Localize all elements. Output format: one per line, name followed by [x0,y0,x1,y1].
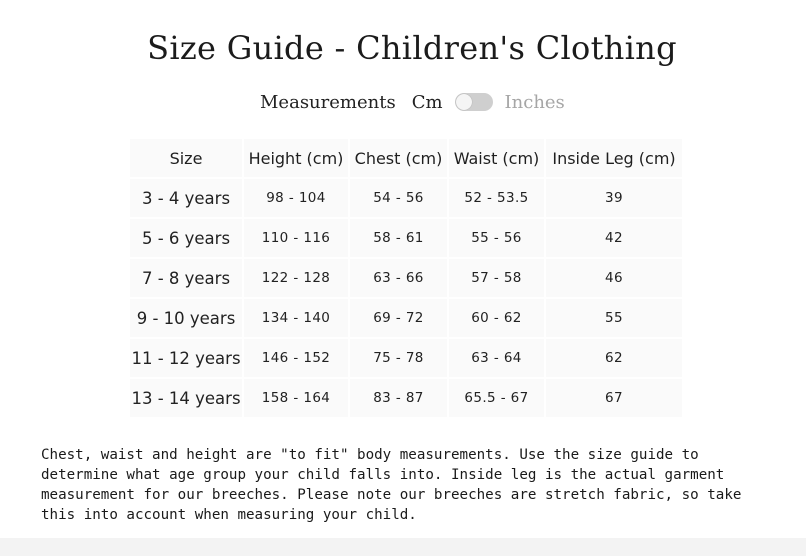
page-title: Size Guide - Children's Clothing [147,29,677,67]
footer-band [0,538,806,556]
cell-inside-leg: 55 [546,299,682,337]
cell-inside-leg: 39 [546,179,682,217]
table-row: 7 - 8 years 122 - 128 63 - 66 57 - 58 46 [130,259,682,297]
table-row: 9 - 10 years 134 - 140 69 - 72 60 - 62 5… [130,299,682,337]
cell-height: 146 - 152 [244,339,348,377]
cell-waist: 63 - 64 [449,339,544,377]
cell-height: 134 - 140 [244,299,348,337]
header-inside-leg: Inside Leg (cm) [546,139,682,177]
cell-size: 3 - 4 years [130,179,242,217]
toggle-knob [455,94,472,110]
cell-chest: 63 - 66 [350,259,447,297]
cell-height: 122 - 128 [244,259,348,297]
table-row: 3 - 4 years 98 - 104 54 - 56 52 - 53.5 3… [130,179,682,217]
cell-inside-leg: 46 [546,259,682,297]
cell-waist: 57 - 58 [449,259,544,297]
cell-chest: 69 - 72 [350,299,447,337]
table-header-row: Size Height (cm) Chest (cm) Waist (cm) I… [130,139,682,177]
cell-inside-leg: 42 [546,219,682,257]
size-guide-note: Chest, waist and height are "to fit" bod… [41,447,742,523]
cell-chest: 58 - 61 [350,219,447,257]
cell-waist: 52 - 53.5 [449,179,544,217]
unit-toggle[interactable] [454,93,493,111]
header-height: Height (cm) [244,139,348,177]
cell-height: 98 - 104 [244,179,348,217]
header-waist: Waist (cm) [449,139,544,177]
cell-inside-leg: 67 [546,379,682,417]
cell-chest: 54 - 56 [350,179,447,217]
header-size: Size [130,139,242,177]
cell-size: 7 - 8 years [130,259,242,297]
cell-size: 9 - 10 years [130,299,242,337]
table-row: 11 - 12 years 146 - 152 75 - 78 63 - 64 … [130,339,682,377]
cell-chest: 75 - 78 [350,339,447,377]
cell-waist: 55 - 56 [449,219,544,257]
cell-inside-leg: 62 [546,339,682,377]
cell-chest: 83 - 87 [350,379,447,417]
measurements-label: Measurements [260,91,396,113]
table-row: 13 - 14 years 158 - 164 83 - 87 65.5 - 6… [130,379,682,417]
unit-switcher: Measurements Cm Inches [260,90,565,114]
cell-size: 5 - 6 years [130,219,242,257]
table-row: 5 - 6 years 110 - 116 58 - 61 55 - 56 42 [130,219,682,257]
cell-size: 11 - 12 years [130,339,242,377]
unit-option-cm[interactable]: Cm [411,91,443,113]
header-chest: Chest (cm) [350,139,447,177]
unit-option-inches[interactable]: Inches [504,91,565,113]
cell-waist: 60 - 62 [449,299,544,337]
cell-height: 158 - 164 [244,379,348,417]
cell-waist: 65.5 - 67 [449,379,544,417]
size-table: Size Height (cm) Chest (cm) Waist (cm) I… [128,137,684,419]
cell-height: 110 - 116 [244,219,348,257]
cell-size: 13 - 14 years [130,379,242,417]
